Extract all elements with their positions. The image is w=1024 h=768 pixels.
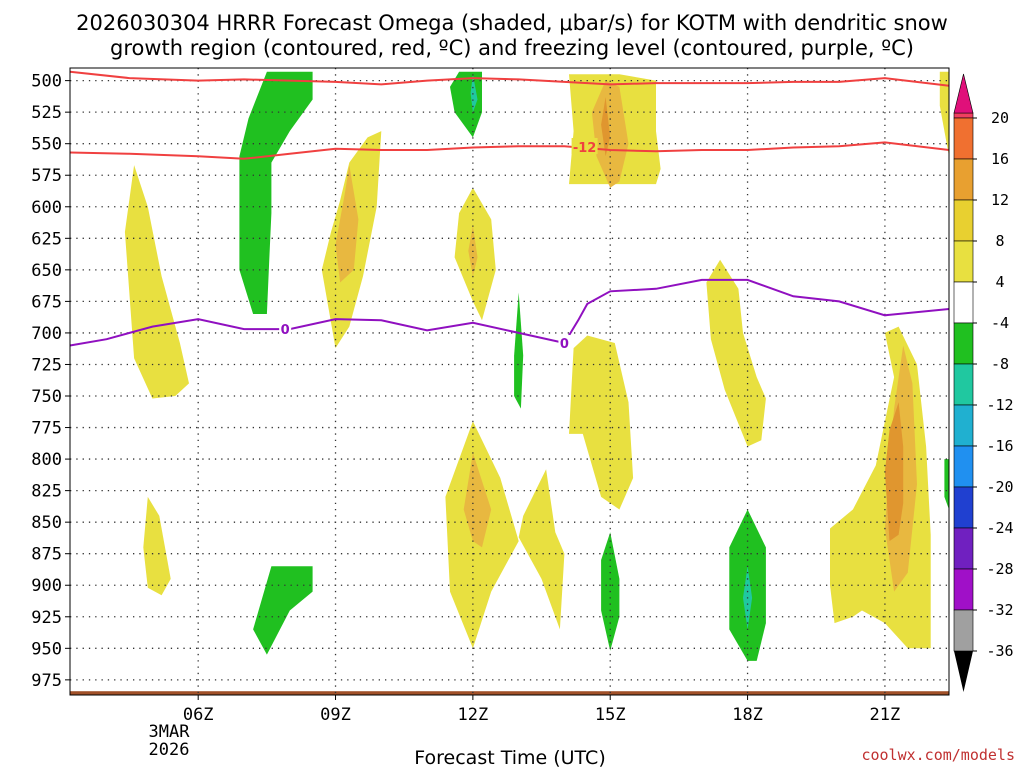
- y-tick-label-975: 975: [31, 671, 62, 691]
- colorbar-label-7: -12: [986, 396, 1013, 414]
- omega-region-21: [514, 292, 524, 409]
- colorbar: 20 16 12 8 4 -4 -8 -12 -16 -20 -24 -28 -32 -36: [953, 73, 1014, 692]
- colorbar-label-3: 8: [995, 232, 1004, 250]
- colorbar-label-1: 16: [991, 150, 1009, 168]
- colorbar-segment-2: [953, 158, 974, 201]
- colorbar-label-10: -24: [986, 519, 1013, 537]
- y-tick-label-825: 825: [31, 482, 62, 502]
- y-tick-label-675: 675: [31, 292, 62, 312]
- omega-region-18: [239, 71, 313, 314]
- ground-band: [70, 691, 949, 695]
- omega-region-19: [253, 566, 313, 655]
- y-tick-label-500: 500: [31, 72, 62, 92]
- y-axis: 500 525 550 575 600 625 650 675 700 725 750 775 800 8…: [31, 72, 70, 691]
- y-tick-label-700: 700: [31, 324, 62, 344]
- colorbar-bottom-arrow: [954, 651, 973, 692]
- colorbar-segment-5: [953, 281, 974, 324]
- omega-region-8: [518, 469, 565, 630]
- colorbar-label-13: -36: [986, 642, 1013, 660]
- colorbar-label-11: -28: [986, 560, 1013, 578]
- plot-background: [70, 68, 949, 695]
- dgz-contour-label: -12: [573, 141, 597, 156]
- omega-region-13: [706, 259, 766, 447]
- colorbar-segment-6: [953, 322, 974, 365]
- colorbar-segment-10: [953, 486, 974, 529]
- omega-region-0: [124, 165, 189, 399]
- colorbar-top-arrow: [953, 73, 974, 114]
- omega-region-24: [944, 459, 949, 510]
- omega-region-12: [601, 97, 611, 157]
- y-tick-label-625: 625: [31, 229, 62, 249]
- plot-area: -12 0 0: [69, 67, 950, 696]
- contour-lines: [69, 70, 950, 347]
- omega-region-3: [335, 165, 359, 283]
- x-tick-label-18Z: 18Z: [732, 705, 763, 725]
- colorbar-label-2: 12: [991, 191, 1009, 209]
- freezing-label-bg-1: [558, 335, 571, 351]
- x-tick-label-09Z: 09Z: [320, 705, 351, 725]
- y-tick-label-600: 600: [31, 198, 62, 218]
- colorbar-segment-13: [953, 609, 974, 652]
- omega-region-16: [884, 402, 904, 542]
- plot-frame: [69, 67, 950, 696]
- freezing-level-label-1: 0: [560, 337, 569, 352]
- y-tick-label-575: 575: [31, 166, 62, 186]
- omega-region-1: [143, 496, 171, 596]
- colorbar-segment-1: [953, 117, 974, 160]
- colorbar-segment-3: [953, 199, 974, 242]
- colorbar-label-0: 20: [991, 109, 1009, 127]
- dgz-label-bg: [571, 137, 598, 154]
- y-tick-label-950: 950: [31, 639, 62, 659]
- y-tick-label-750: 750: [31, 387, 62, 407]
- colorbar-segment-0: [953, 112, 974, 119]
- colorbar-segment-12: [953, 568, 974, 611]
- ground-layer: [70, 691, 949, 695]
- y-tick-label-725: 725: [31, 355, 62, 375]
- y-tick-label-650: 650: [31, 261, 62, 281]
- y-tick-label-550: 550: [31, 135, 62, 155]
- y-tick-label-900: 900: [31, 576, 62, 596]
- colorbar-label-4: 4: [995, 273, 1004, 291]
- colorbar-label-6: -8: [991, 355, 1009, 373]
- y-tick-label-800: 800: [31, 450, 62, 470]
- watermark: coolwx.com/models: [861, 746, 1015, 764]
- omega-region-7: [463, 452, 492, 548]
- omega-region-26: [470, 74, 478, 113]
- x-tick-label-21Z: 21Z: [870, 705, 901, 725]
- dgz-contour-1: [69, 141, 950, 160]
- freezing-level-label-0: 0: [281, 323, 290, 338]
- colorbar-segment-9: [953, 445, 974, 488]
- x-axis-title: Forecast Time (UTC): [414, 747, 605, 768]
- colorbar-label-12: -32: [986, 601, 1013, 619]
- x-axis: 06Z 09Z 12Z 15Z 18Z 21Z: [183, 695, 900, 725]
- omega-shading: [124, 71, 949, 661]
- y-tick-label-875: 875: [31, 545, 62, 565]
- omega-region-11: [591, 80, 629, 188]
- omega-region-9: [569, 335, 634, 510]
- dgz-contour-0: [69, 70, 950, 87]
- contour-labels: -12 0 0: [279, 137, 598, 352]
- y-tick-label-525: 525: [31, 103, 62, 123]
- y-tick-label-775: 775: [31, 419, 62, 439]
- freezing-label-bg-0: [279, 321, 292, 337]
- colorbar-segment-7: [953, 363, 974, 406]
- colorbar-segment-11: [953, 527, 974, 570]
- y-tick-label-850: 850: [31, 513, 62, 533]
- freezing-level-line: [69, 278, 950, 347]
- colorbar-label-8: -16: [986, 437, 1013, 455]
- colorbar-label-9: -20: [986, 478, 1013, 496]
- y-tick-label-925: 925: [31, 608, 62, 628]
- omega-region-17: [939, 71, 949, 157]
- x-tick-label-06Z: 06Z: [183, 705, 214, 725]
- colorbar-label-5: -4: [991, 314, 1009, 332]
- chart-title-line1: 2026030304 HRRR Forecast Omega (shaded, …: [76, 11, 948, 35]
- colorbar-segment-4: [953, 240, 974, 283]
- x-tick-label-12Z: 12Z: [458, 705, 489, 725]
- x-tick-label-15Z: 15Z: [595, 705, 626, 725]
- colorbar-segment-8: [953, 404, 974, 447]
- date-label-year: 2026: [149, 740, 190, 760]
- chart-title-line2: growth region (contoured, red, ºC) and f…: [110, 36, 914, 60]
- date-label-month: 3MAR: [149, 722, 191, 742]
